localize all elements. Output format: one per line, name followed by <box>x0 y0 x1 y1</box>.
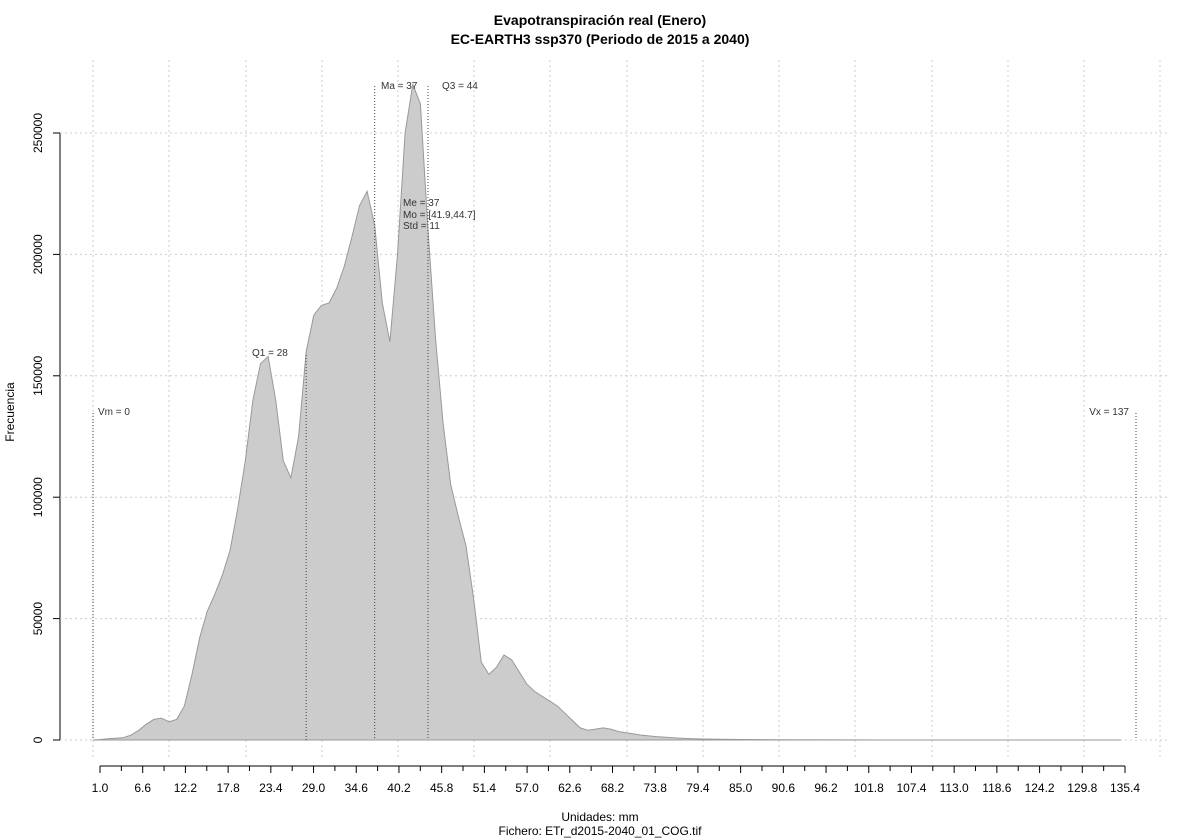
density-area <box>92 82 1121 741</box>
x-tick-label: 113.0 <box>940 781 969 795</box>
x-tick-label: 34.6 <box>345 781 369 795</box>
x-tick-label: 40.2 <box>387 781 411 795</box>
y-tick-label: 200000 <box>31 234 45 274</box>
x-tick-label: 73.8 <box>644 781 668 795</box>
x-tick-label: 135.4 <box>1110 781 1140 795</box>
mo-label: Mo = [41.9,44.7] <box>403 210 476 221</box>
x-axis-label: Unidades: mm <box>561 810 639 824</box>
file-caption: Fichero: ETr_d2015-2040_01_COG.tif <box>498 824 702 838</box>
x-tick-label: 85.0 <box>729 781 753 795</box>
x-tick-label: 29.0 <box>302 781 326 795</box>
q1-label: Q1 = 28 <box>252 348 288 359</box>
ma-label: Ma = 37 <box>381 81 418 92</box>
x-tick-label: 6.6 <box>134 781 151 795</box>
x-tick-label: 12.2 <box>174 781 198 795</box>
x-tick-label: 107.4 <box>896 781 926 795</box>
vm-label: Vm = 0 <box>98 407 130 418</box>
x-tick-label: 17.8 <box>216 781 240 795</box>
x-tick-label: 90.6 <box>772 781 796 795</box>
vx-label: Vx = 137 <box>1089 407 1129 418</box>
x-tick-label: 1.0 <box>92 781 109 795</box>
y-tick-label: 150000 <box>31 355 45 395</box>
y-tick-label: 50000 <box>31 602 45 636</box>
x-tick-label: 124.2 <box>1025 781 1055 795</box>
x-tick-label: 51.4 <box>473 781 497 795</box>
me-label: Me = 37 <box>403 198 440 209</box>
x-tick-label: 45.8 <box>430 781 454 795</box>
chart-title: Evapotranspiración real (Enero) <box>493 12 707 28</box>
x-tick-label: 101.8 <box>854 781 884 795</box>
x-tick-label: 62.6 <box>558 781 582 795</box>
chart-subtitle: EC-EARTH3 ssp370 (Periodo de 2015 a 2040… <box>450 31 750 47</box>
x-tick-label: 79.4 <box>686 781 710 795</box>
y-tick-label: 100000 <box>31 477 45 517</box>
q3-label: Q3 = 44 <box>442 81 478 92</box>
y-tick-label: 0 <box>31 736 45 743</box>
x-tick-label: 129.8 <box>1067 781 1097 795</box>
x-tick-label: 23.4 <box>259 781 283 795</box>
y-tick-label: 250000 <box>31 113 45 153</box>
x-tick-label: 118.6 <box>982 781 1011 795</box>
x-tick-label: 57.0 <box>515 781 539 795</box>
std-label: Std = 11 <box>403 221 440 232</box>
x-tick-label: 68.2 <box>601 781 625 795</box>
x-tick-label: 96.2 <box>814 781 838 795</box>
